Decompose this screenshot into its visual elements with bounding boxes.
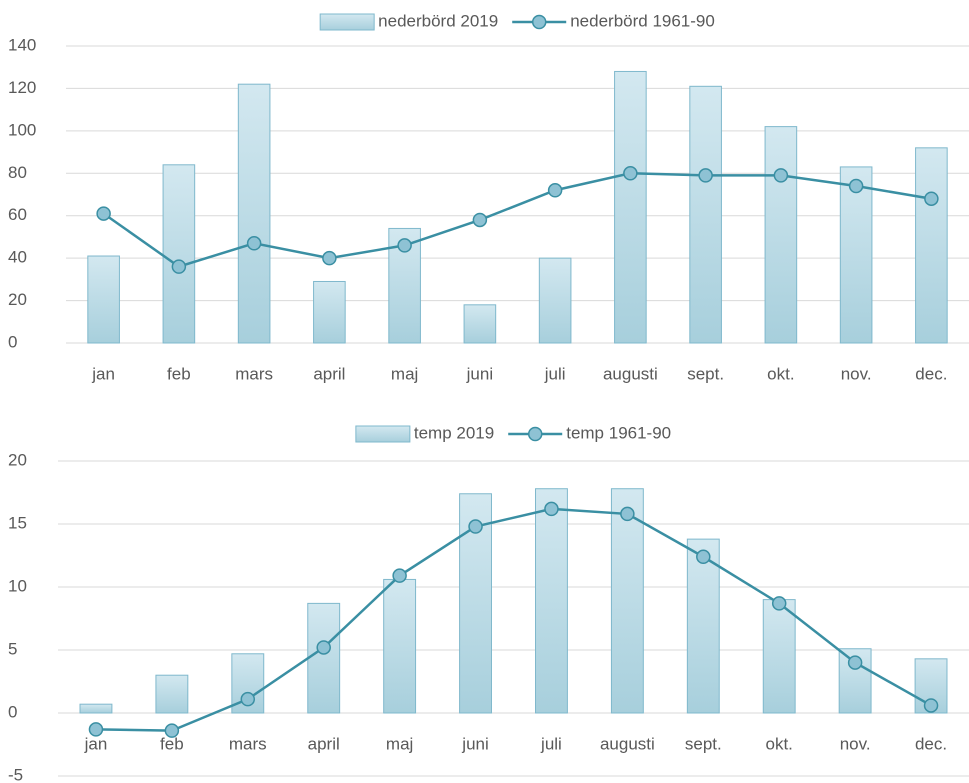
x-tick-label: juni — [461, 734, 488, 753]
bar — [915, 147, 948, 344]
x-tick-label: dec. — [915, 364, 947, 383]
x-tick-label: sept. — [687, 364, 724, 383]
marker — [620, 506, 635, 522]
marker — [544, 501, 559, 517]
legend-label: temp 2019 — [414, 423, 494, 442]
bar — [87, 255, 120, 344]
x-tick-label: feb — [160, 734, 184, 753]
legend-swatch — [319, 13, 375, 31]
y-tick-label: 10 — [8, 576, 27, 595]
y-tick-label: 80 — [8, 163, 27, 182]
y-tick-label: 0 — [8, 702, 17, 721]
x-tick-label: jan — [91, 364, 115, 383]
marker — [847, 655, 863, 670]
x-tick-label: sept. — [685, 734, 722, 753]
marker — [773, 168, 789, 183]
y-tick-label: 5 — [8, 639, 17, 658]
x-tick-label: april — [313, 364, 345, 383]
marker — [171, 259, 187, 274]
line — [102, 172, 932, 269]
x-tick-label: juli — [540, 734, 562, 753]
bar — [610, 488, 644, 714]
y-tick-label: 20 — [8, 450, 27, 469]
bar — [538, 257, 572, 344]
bar — [307, 602, 341, 714]
y-tick-label: -5 — [8, 765, 23, 783]
marker — [88, 722, 104, 737]
legend-label: temp 1961-90 — [566, 423, 671, 442]
marker — [96, 206, 111, 221]
x-tick-label: maj — [386, 734, 413, 753]
bar — [764, 126, 798, 344]
marker — [472, 212, 488, 228]
x-tick-label: maj — [391, 364, 418, 383]
bar — [689, 85, 722, 344]
bar — [162, 164, 196, 344]
bar — [614, 70, 647, 344]
bar — [762, 599, 796, 714]
marker — [547, 183, 563, 198]
y-tick-label: 100 — [8, 120, 36, 139]
marker — [923, 698, 939, 713]
x-tick-label: augusti — [600, 734, 655, 753]
y-tick-label: 40 — [8, 248, 27, 267]
y-tick-label: 15 — [8, 513, 27, 532]
y-tick-label: 60 — [8, 205, 27, 224]
marker — [164, 723, 180, 738]
x-tick-label: april — [308, 734, 340, 753]
y-tick-label: 120 — [8, 78, 36, 97]
x-tick-label: jan — [84, 734, 108, 753]
y-tick-label: 20 — [8, 290, 27, 309]
marker — [924, 191, 939, 206]
marker — [771, 596, 787, 611]
bar — [383, 578, 417, 714]
marker — [397, 238, 412, 253]
bar — [313, 280, 346, 344]
x-tick-label: juli — [544, 364, 566, 383]
x-tick-label: nov. — [841, 364, 872, 383]
marker — [468, 519, 483, 534]
marker — [696, 549, 711, 565]
x-tick-label: mars — [235, 364, 273, 383]
legend-marker — [531, 14, 547, 30]
marker — [623, 166, 638, 181]
legend-label: nederbörd 2019 — [378, 11, 498, 30]
x-tick-label: okt. — [766, 734, 793, 753]
x-tick-label: nov. — [840, 734, 871, 753]
bar — [839, 166, 873, 344]
bar — [79, 703, 113, 714]
legend-marker — [527, 426, 543, 442]
bar — [155, 674, 189, 714]
marker — [246, 236, 262, 251]
x-tick-label: feb — [167, 364, 191, 383]
y-tick-label: 140 — [8, 35, 36, 54]
x-tick-label: okt. — [767, 364, 794, 383]
marker — [240, 691, 256, 707]
x-tick-label: juni — [466, 364, 493, 383]
bar — [686, 538, 720, 714]
bar — [535, 488, 568, 714]
x-tick-label: mars — [229, 734, 267, 753]
marker — [392, 568, 407, 583]
marker — [848, 178, 864, 194]
marker — [316, 640, 331, 655]
y-tick-label: 0 — [8, 332, 17, 351]
x-tick-label: augusti — [603, 364, 658, 383]
legend-swatch — [355, 425, 411, 443]
bar — [237, 83, 271, 344]
x-tick-label: dec. — [915, 734, 947, 753]
marker — [698, 168, 713, 183]
legend-label: nederbörd 1961-90 — [570, 11, 715, 30]
line — [95, 507, 932, 732]
marker — [322, 250, 337, 266]
bar — [463, 304, 497, 344]
